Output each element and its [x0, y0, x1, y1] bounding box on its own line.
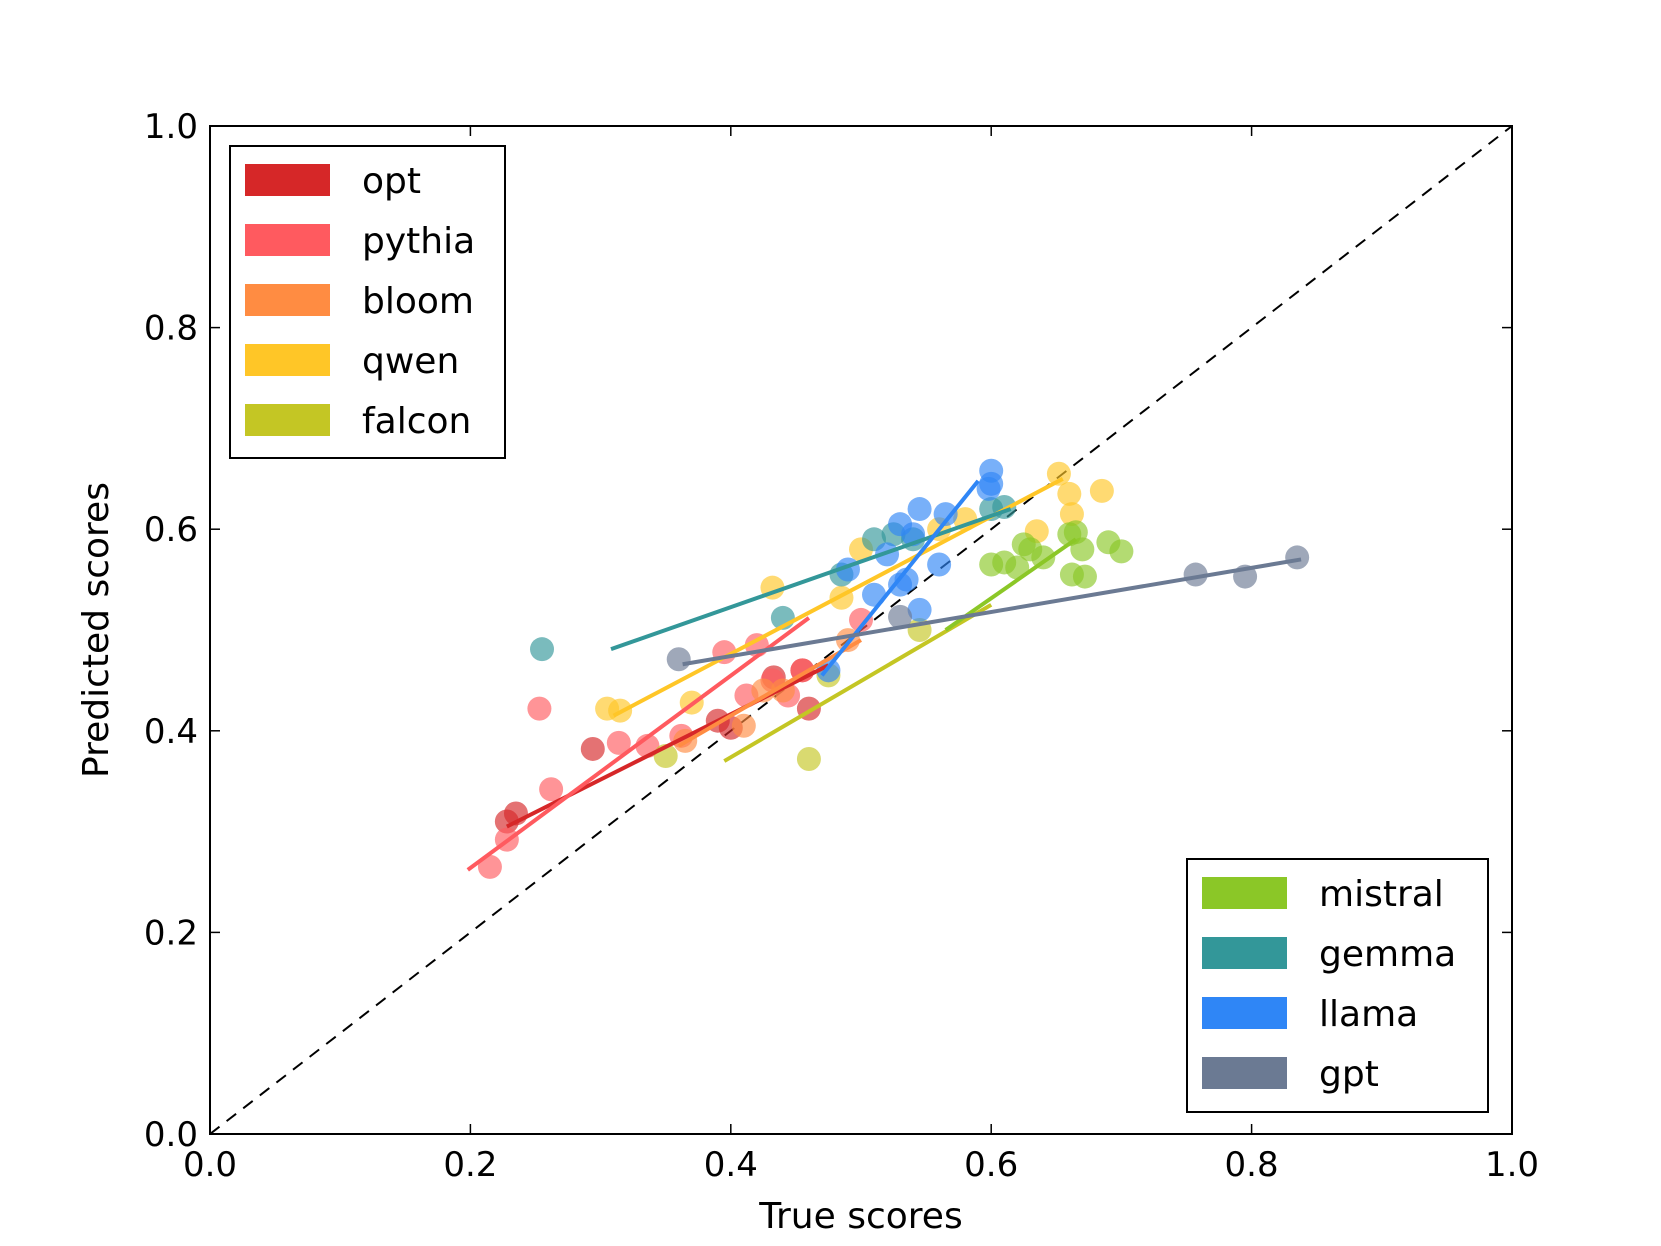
legend-label-pythia: pythia	[362, 221, 475, 262]
x-tick-label: 0.2	[443, 1145, 497, 1185]
x-axis-label: True scores	[758, 1196, 962, 1237]
legend-top-left: opt pythia bloom qwen falcon	[229, 145, 506, 459]
data-point-pythia-0	[477, 854, 502, 879]
legend-entry-llama: llama	[1202, 994, 1418, 1035]
legend-entry-gemma: gemma	[1202, 934, 1456, 975]
legend-swatch-mistral	[1202, 877, 1287, 909]
legend-swatch-falcon	[245, 404, 330, 436]
legend-entry-mistral: mistral	[1202, 874, 1444, 915]
legend-label-gpt: gpt	[1319, 1054, 1379, 1095]
legend-swatch-pythia	[245, 224, 330, 256]
x-tick-label: 0.8	[1225, 1145, 1279, 1185]
y-tick-label: 0.4	[144, 712, 198, 752]
legends: opt pythia bloom qwen falcon mistral gemma llam…	[229, 145, 1489, 1113]
legend-entry-qwen: qwen	[245, 341, 459, 382]
fit-line-gemma	[610, 507, 1012, 652]
legend-entry-opt: opt	[245, 161, 421, 202]
legend-swatch-bloom	[245, 284, 330, 316]
legend-label-opt: opt	[362, 161, 421, 202]
data-point-qwen-12	[1089, 478, 1114, 503]
data-point-mistral-12	[1109, 539, 1134, 564]
data-point-qwen-9	[1046, 461, 1071, 486]
fit-line-bloom	[677, 638, 863, 748]
data-point-pythia-2	[527, 696, 552, 721]
y-tick-label: 0.8	[144, 309, 198, 349]
data-point-llama-9	[907, 497, 932, 522]
legend-swatch-llama	[1202, 997, 1287, 1029]
x-tick-label: 0.4	[704, 1145, 758, 1185]
data-point-mistral-10	[1072, 564, 1097, 589]
legend-bottom-right: mistral gemma llama gpt	[1186, 858, 1489, 1113]
legend-label-llama: llama	[1319, 994, 1418, 1035]
data-point-llama-8	[907, 597, 932, 622]
data-point-gpt-4	[1285, 545, 1310, 570]
x-tick-label: 0.6	[964, 1145, 1018, 1185]
fit-line-gpt	[682, 557, 1302, 667]
plot-contents	[210, 126, 1512, 1134]
data-point-gemma-0	[530, 637, 555, 662]
legend-label-bloom: bloom	[362, 281, 474, 322]
data-point-gpt-2	[1183, 562, 1208, 587]
y-tick-label: 0.2	[144, 913, 198, 953]
data-point-gpt-0	[666, 647, 691, 672]
data-point-qwen-11	[1059, 502, 1084, 527]
data-point-llama-11	[933, 502, 958, 527]
data-point-pythia-13	[849, 607, 873, 632]
series-points-gpt	[666, 545, 1310, 672]
legend-label-qwen: qwen	[362, 341, 459, 382]
legend-entry-falcon: falcon	[245, 401, 471, 442]
data-point-llama-6	[894, 567, 919, 592]
legend-swatch-gemma	[1202, 937, 1287, 969]
legend-entry-bloom: bloom	[245, 281, 474, 322]
legend-entry-pythia: pythia	[245, 221, 475, 262]
data-point-falcon-1	[796, 747, 821, 772]
axis-ticks: 0.00.0 0.2 0.2 0.4 0.4 0.6 0.6 0.8 0.8 1.0 1.0	[144, 107, 1539, 1185]
data-point-mistral-5	[1031, 545, 1056, 570]
data-point-gpt-1	[888, 604, 913, 629]
x-tick-label: 0.0	[183, 1145, 237, 1185]
legend-swatch-qwen	[245, 344, 330, 376]
data-point-llama-10	[927, 552, 952, 577]
fit-line-pythia	[466, 616, 811, 872]
legend-label-falcon: falcon	[362, 401, 471, 442]
fit-line-llama	[820, 479, 980, 677]
data-point-opt-2	[580, 736, 605, 761]
y-tick-label: 1.0	[144, 107, 198, 147]
y-tick-label: 0.0	[144, 1115, 198, 1155]
legend-label-gemma: gemma	[1319, 934, 1456, 975]
legend-label-mistral: mistral	[1319, 874, 1444, 915]
y-axis-label: Predicted scores	[76, 482, 117, 778]
data-point-qwen-10	[1057, 481, 1082, 506]
axes-frame	[209, 125, 1513, 1135]
plot-area	[210, 126, 1512, 1134]
legend-swatch-gpt	[1202, 1057, 1287, 1089]
series-points-llama	[816, 458, 1004, 683]
legend-swatch-opt	[245, 164, 330, 196]
data-point-mistral-9	[1070, 537, 1095, 562]
data-point-llama-14	[979, 471, 1004, 496]
legend-entry-gpt: gpt	[1202, 1054, 1379, 1095]
data-point-bloom-1	[731, 713, 756, 738]
data-point-pythia-3	[539, 777, 564, 802]
data-point-pythia-4	[606, 730, 631, 755]
x-tick-label: 1.0	[1485, 1145, 1539, 1185]
y-tick-label: 0.6	[144, 510, 198, 550]
